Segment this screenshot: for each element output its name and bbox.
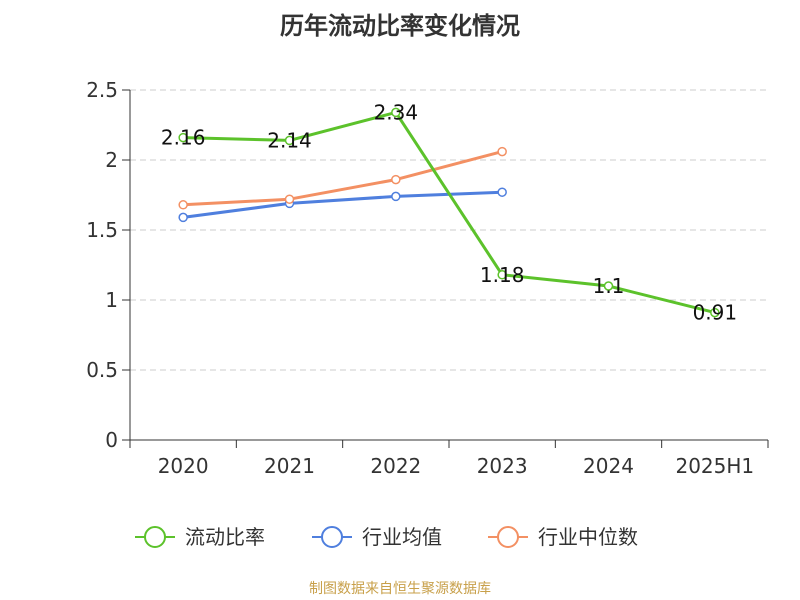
series-line bbox=[183, 110, 716, 315]
data-label: 2.14 bbox=[267, 128, 312, 152]
y-tick-label: 0.5 bbox=[86, 358, 118, 382]
data-label: 1.1 bbox=[593, 274, 625, 298]
legend-label: 流动比率 bbox=[185, 525, 265, 549]
data-point bbox=[497, 187, 507, 197]
x-tick-label: 2025H1 bbox=[675, 454, 754, 478]
data-label: 2.34 bbox=[374, 100, 419, 124]
data-point bbox=[284, 135, 295, 146]
data-point bbox=[603, 281, 614, 291]
x-tick-label: 2020 bbox=[158, 454, 209, 478]
data-point bbox=[391, 191, 401, 202]
data-point bbox=[391, 107, 401, 118]
chart-title: 历年流动比率变化情况 bbox=[280, 12, 520, 40]
data-point bbox=[178, 132, 188, 143]
data-point bbox=[178, 212, 188, 223]
data-point bbox=[391, 174, 401, 185]
data-point bbox=[710, 307, 720, 318]
legend-marker bbox=[144, 526, 166, 548]
data-label: 2.16 bbox=[161, 126, 206, 150]
data-point bbox=[497, 270, 507, 280]
x-tick-label: 2022 bbox=[370, 454, 421, 478]
series-line bbox=[183, 150, 503, 207]
x-tick-label: 2024 bbox=[583, 454, 634, 478]
data-point bbox=[284, 194, 295, 204]
y-tick-label: 2 bbox=[105, 148, 118, 172]
source-note: 制图数据来自恒生聚源数据库 bbox=[309, 581, 491, 597]
data-label: 1.18 bbox=[480, 263, 525, 287]
data-point bbox=[497, 146, 507, 157]
legend-marker bbox=[321, 526, 343, 548]
data-label: 0.91 bbox=[693, 301, 738, 325]
y-tick-label: 1 bbox=[105, 288, 118, 312]
x-tick-label: 2021 bbox=[264, 454, 315, 478]
legend-label: 行业中位数 bbox=[538, 525, 638, 549]
y-tick-label: 1.5 bbox=[86, 218, 118, 242]
legend-label: 行业均值 bbox=[362, 525, 442, 549]
series-line bbox=[182, 190, 503, 219]
y-tick-label: 2.5 bbox=[86, 78, 118, 102]
x-tick-label: 2023 bbox=[477, 454, 528, 478]
y-tick-label: 0 bbox=[105, 428, 118, 452]
data-point bbox=[178, 200, 188, 210]
legend-marker bbox=[497, 526, 519, 548]
